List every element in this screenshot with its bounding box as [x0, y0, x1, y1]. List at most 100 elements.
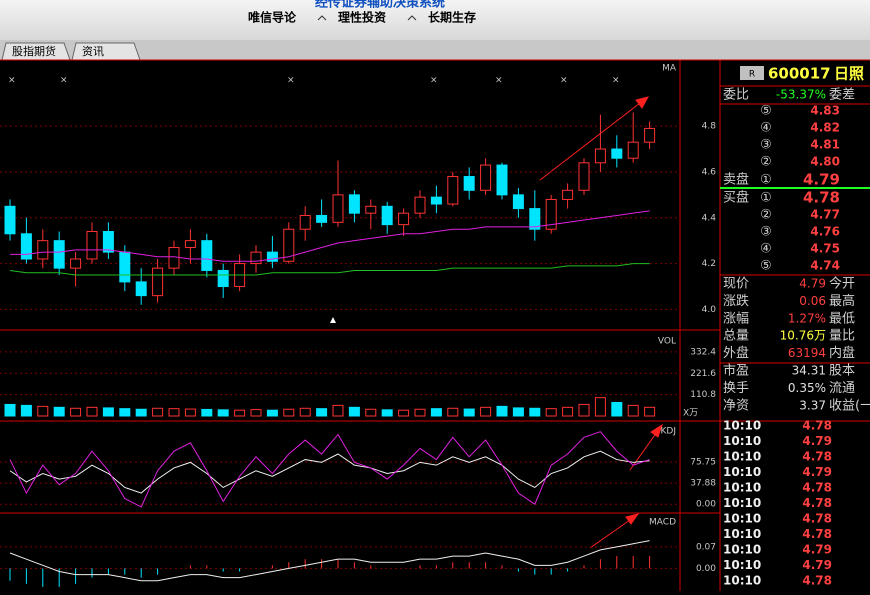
stat-label: 收益(一: [829, 398, 870, 413]
panel-title: MA: [662, 64, 677, 74]
volume-bar: [414, 408, 426, 417]
panel-title: MACD: [649, 518, 676, 528]
y-tick-label: 332.4: [690, 347, 716, 357]
stat-label: 量比: [829, 329, 855, 344]
price: 4.74: [810, 259, 840, 273]
y-tick-label: 110.8: [690, 390, 716, 400]
volume-bar: [480, 406, 492, 417]
menu-item[interactable]: 理性投资: [338, 10, 386, 25]
volume-bar: [316, 408, 328, 417]
svg-text:×: ×: [612, 76, 620, 86]
svg-text:×: ×: [8, 76, 16, 86]
stat-label: 外盘: [723, 345, 749, 361]
tick-time: 10:10: [723, 434, 761, 448]
stat-value: 0.35%: [788, 381, 826, 395]
line: [10, 210, 650, 262]
candle-body: [398, 212, 410, 226]
level: ④: [760, 121, 772, 136]
candle-body: [414, 196, 426, 214]
tick-time: 10:10: [723, 450, 761, 464]
tick-price: 4.78: [802, 527, 832, 541]
price: 4.80: [810, 155, 840, 169]
candle-body: [463, 176, 475, 191]
tick-price: 4.78: [802, 481, 832, 495]
candle-body: [512, 194, 524, 210]
tick-price: 4.79: [802, 434, 832, 448]
volume-bar: [562, 406, 574, 417]
unit-label: X万: [683, 409, 698, 419]
y-tick-label: 75.75: [690, 457, 716, 467]
tag-box: [740, 66, 764, 80]
candle-body: [168, 247, 180, 269]
candle-body: [644, 127, 656, 143]
title-bar: [0, 0, 870, 40]
level: ③: [760, 138, 772, 153]
tab-label[interactable]: 股指期货: [12, 44, 56, 58]
candle-body: [86, 231, 98, 260]
candle-body: [217, 269, 229, 287]
tick-time: 10:10: [723, 481, 761, 495]
tick-time: 10:10: [723, 527, 761, 541]
y-tick-label: 0.07: [696, 542, 716, 552]
stat-label: 换手: [723, 381, 749, 396]
stat-label: 总量: [723, 329, 749, 344]
stock-name: 日照: [834, 65, 864, 83]
candle-body: [119, 251, 131, 283]
level: ⑤: [760, 259, 772, 274]
tick-price: 4.79: [802, 465, 832, 479]
tab-label[interactable]: 资讯: [82, 45, 104, 58]
tick-time: 10:10: [723, 574, 761, 588]
volume-bar: [463, 408, 475, 417]
volume-bar: [135, 408, 147, 417]
tag: R: [749, 70, 755, 80]
candle-body: [611, 148, 623, 159]
y-tick-label: 4.4: [702, 213, 717, 223]
candle-body: [496, 164, 508, 196]
menu: 唯信导论 理性投资 长期生存: [248, 10, 476, 25]
candle-body: [250, 251, 262, 265]
stat-label: 市盈: [723, 363, 749, 379]
candle-body: [545, 198, 557, 230]
tick-price: 4.78: [802, 574, 832, 588]
tick-time: 10:10: [723, 419, 761, 433]
volume-bar: [529, 407, 541, 417]
ratio: -53.37%: [776, 88, 826, 102]
candle-body: [37, 240, 49, 260]
level: ②: [760, 155, 772, 170]
volume-bar: [217, 409, 229, 417]
menu-caret: [407, 15, 417, 21]
tick-price: 4.78: [802, 512, 832, 526]
volume-bar: [512, 407, 524, 417]
price: 4.76: [810, 225, 840, 239]
stat-label: 最高: [829, 293, 855, 309]
menu-item[interactable]: 长期生存: [428, 10, 476, 25]
stat-label: 涨幅: [723, 311, 749, 326]
stat-label: 净资: [723, 398, 749, 413]
candle-body: [430, 196, 442, 205]
svg-text:×: ×: [287, 76, 295, 86]
candle-body: [283, 228, 295, 262]
stat-value: 10.76万: [780, 329, 826, 343]
candle-body: [447, 176, 459, 205]
level: ①: [760, 191, 772, 206]
stat-value: 1.27%: [788, 311, 826, 325]
volume-bar: [299, 407, 311, 417]
markers: × × × × × × ×: [8, 76, 620, 323]
candle-body: [4, 205, 16, 235]
tick-price: 4.78: [802, 419, 832, 433]
stat-value: 0.06: [799, 294, 826, 308]
panel-title: VOL: [658, 337, 676, 347]
candle-body: [53, 240, 65, 269]
y-tick-label: 0.00: [696, 564, 716, 574]
tick-price: 4.78: [802, 496, 832, 510]
volume-bar: [283, 408, 295, 417]
stat-label: 最低: [829, 311, 855, 326]
trend-arrows: [539, 96, 663, 549]
stat-label: 流通: [829, 381, 855, 396]
tick-time: 10:10: [723, 465, 761, 479]
stat-label: 股本: [829, 364, 855, 379]
line: [9, 431, 650, 508]
menu-item[interactable]: 唯信导论: [248, 10, 297, 25]
